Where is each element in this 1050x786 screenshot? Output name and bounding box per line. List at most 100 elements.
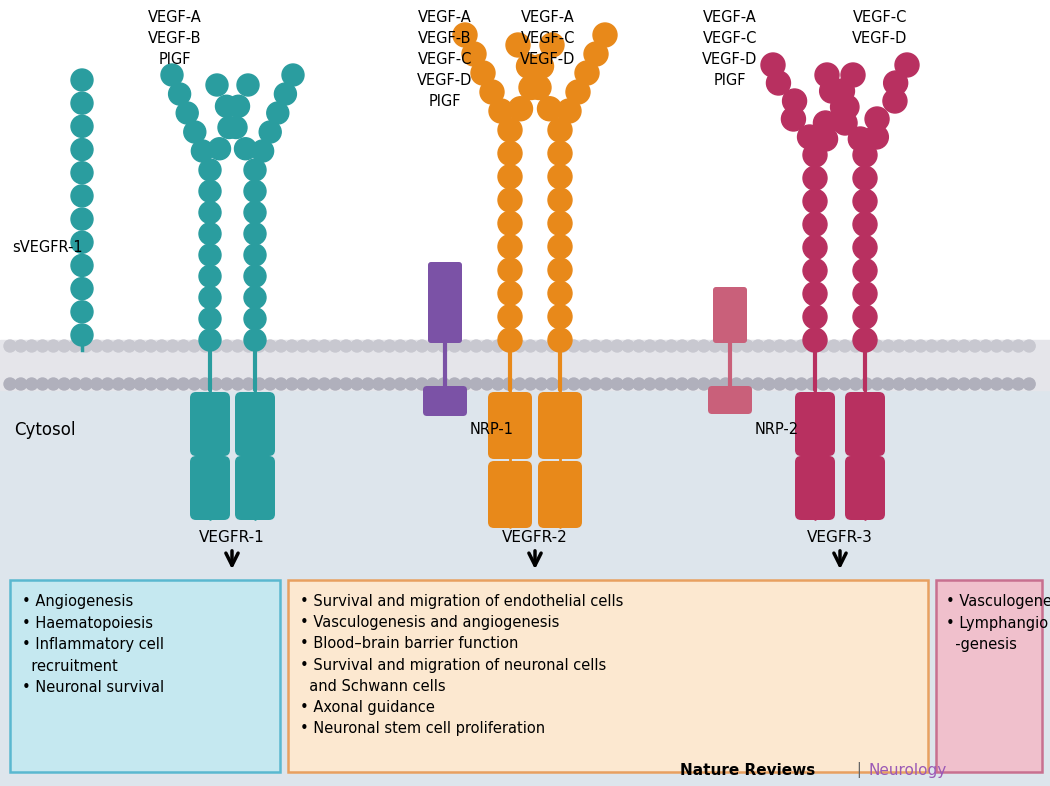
Circle shape [774, 378, 785, 390]
Circle shape [427, 378, 439, 390]
Circle shape [763, 340, 775, 352]
Circle shape [71, 324, 93, 346]
Circle shape [220, 378, 233, 390]
Circle shape [462, 42, 486, 66]
FancyBboxPatch shape [538, 392, 582, 459]
Circle shape [719, 378, 732, 390]
Circle shape [228, 95, 250, 117]
Circle shape [481, 340, 494, 352]
Circle shape [489, 99, 513, 123]
Circle shape [622, 378, 634, 390]
Circle shape [611, 378, 623, 390]
FancyBboxPatch shape [235, 456, 275, 520]
Circle shape [839, 378, 850, 390]
Circle shape [498, 141, 522, 165]
Circle shape [102, 340, 113, 352]
Circle shape [275, 340, 287, 352]
Circle shape [698, 340, 710, 352]
Text: • Survival and migration of endothelial cells
• Vasculogenesis and angiogenesis
: • Survival and migration of endothelial … [300, 594, 624, 736]
Circle shape [895, 53, 919, 77]
Circle shape [853, 212, 877, 237]
Circle shape [990, 378, 1003, 390]
Circle shape [215, 95, 237, 117]
FancyBboxPatch shape [936, 580, 1042, 772]
Circle shape [416, 340, 428, 352]
Circle shape [480, 80, 504, 104]
Circle shape [282, 64, 304, 86]
Circle shape [568, 378, 580, 390]
Circle shape [1012, 378, 1025, 390]
Circle shape [980, 378, 992, 390]
Circle shape [383, 378, 396, 390]
Circle shape [498, 211, 522, 235]
Circle shape [575, 61, 598, 85]
Circle shape [527, 75, 551, 100]
Circle shape [188, 378, 201, 390]
Bar [0, 0, 1050, 350]
Circle shape [803, 305, 827, 329]
Circle shape [654, 340, 667, 352]
Text: |: | [852, 762, 867, 778]
Circle shape [244, 287, 266, 308]
Circle shape [806, 378, 818, 390]
Circle shape [741, 378, 753, 390]
Circle shape [362, 378, 374, 390]
Circle shape [308, 378, 319, 390]
Circle shape [884, 71, 907, 95]
Circle shape [351, 378, 363, 390]
Text: • Angiogenesis
• Haematopoiesis
• Inflammatory cell
  recruitment
• Neuronal sur: • Angiogenesis • Haematopoiesis • Inflam… [22, 594, 164, 696]
Circle shape [519, 75, 543, 100]
Circle shape [752, 340, 764, 352]
FancyBboxPatch shape [795, 392, 835, 456]
Circle shape [4, 378, 16, 390]
Circle shape [833, 111, 857, 135]
Circle shape [155, 378, 168, 390]
Text: VEGF-A
VEGF-B
PlGF: VEGF-A VEGF-B PlGF [148, 10, 202, 67]
Circle shape [503, 340, 514, 352]
Circle shape [244, 201, 266, 223]
Circle shape [865, 107, 889, 131]
Circle shape [286, 340, 298, 352]
FancyBboxPatch shape [428, 262, 462, 343]
Circle shape [803, 212, 827, 237]
Circle shape [243, 378, 254, 390]
Circle shape [536, 378, 547, 390]
Circle shape [763, 378, 775, 390]
Circle shape [601, 340, 612, 352]
Circle shape [134, 378, 146, 390]
Circle shape [698, 378, 710, 390]
Circle shape [676, 340, 688, 352]
Circle shape [177, 340, 189, 352]
Circle shape [112, 340, 124, 352]
Circle shape [259, 121, 281, 143]
Circle shape [80, 340, 92, 352]
Circle shape [644, 378, 655, 390]
Circle shape [529, 54, 553, 79]
Circle shape [253, 340, 266, 352]
Circle shape [815, 63, 839, 87]
Circle shape [731, 378, 742, 390]
Circle shape [167, 378, 178, 390]
Circle shape [774, 340, 785, 352]
Circle shape [513, 378, 526, 390]
Circle shape [453, 23, 477, 47]
Circle shape [200, 308, 220, 330]
Circle shape [1023, 340, 1035, 352]
Circle shape [395, 340, 406, 352]
Circle shape [71, 162, 93, 184]
Circle shape [593, 23, 617, 47]
Circle shape [427, 340, 439, 352]
Circle shape [798, 125, 821, 149]
Circle shape [611, 340, 623, 352]
Circle shape [548, 235, 572, 259]
Circle shape [330, 340, 341, 352]
Circle shape [244, 329, 266, 351]
Circle shape [633, 378, 645, 390]
Circle shape [71, 185, 93, 207]
Circle shape [318, 340, 331, 352]
Circle shape [145, 340, 156, 352]
Circle shape [405, 340, 417, 352]
Circle shape [883, 89, 907, 113]
Circle shape [803, 328, 827, 352]
Circle shape [123, 378, 135, 390]
